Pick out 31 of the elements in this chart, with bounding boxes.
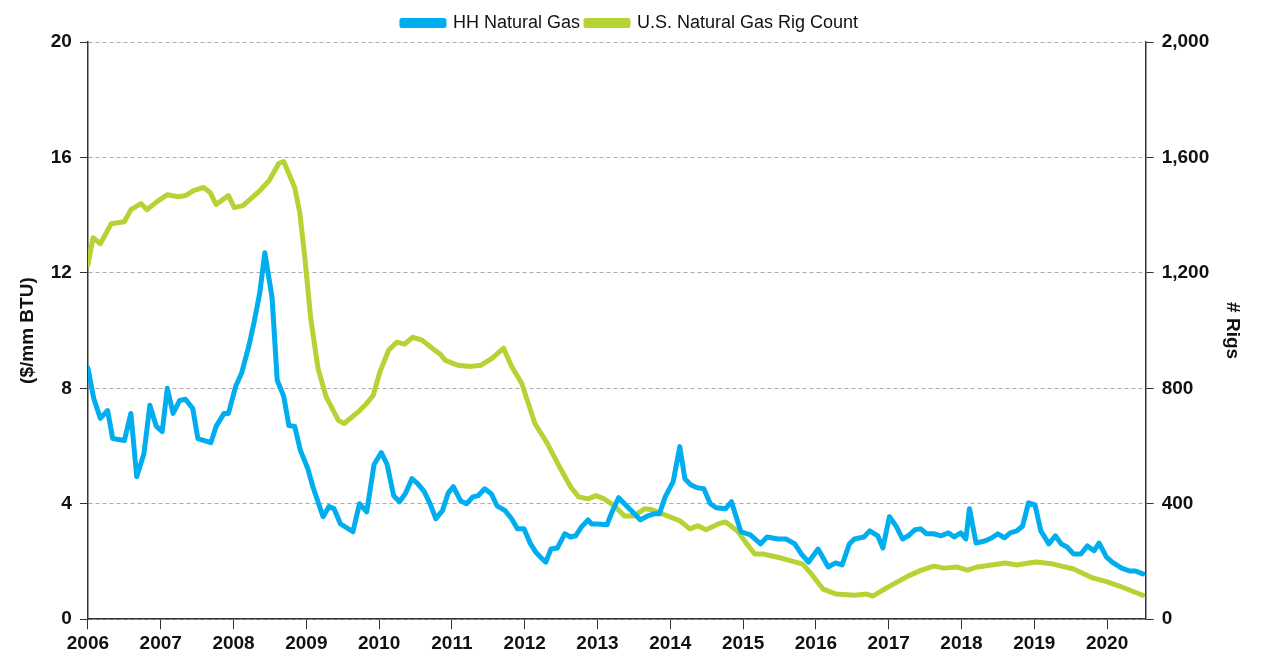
y2-tick-label: 1,200 xyxy=(1161,261,1210,283)
y-tick-label: 16 xyxy=(50,145,72,167)
x-tick-label: 2010 xyxy=(357,631,401,653)
y-tick-label: 20 xyxy=(50,30,72,52)
y2-tick-label: 0 xyxy=(1161,607,1173,629)
x-tick-label: 2015 xyxy=(721,631,765,653)
y2-tick-label: 1,600 xyxy=(1161,145,1210,167)
y-tick-label: 12 xyxy=(50,261,72,283)
y-tick-label: 4 xyxy=(61,491,73,513)
x-tick-label: 2007 xyxy=(139,631,182,653)
x-tick-label: 2018 xyxy=(940,631,983,653)
y2-axis-title: # Rigs xyxy=(1223,302,1245,360)
x-tick-label: 2009 xyxy=(285,631,328,653)
x-tick-label: 2012 xyxy=(503,631,546,653)
y-tick-label: 0 xyxy=(61,607,72,629)
y-tick-label: 8 xyxy=(61,376,72,398)
x-tick-label: 2008 xyxy=(212,631,255,653)
x-tick-label: 2011 xyxy=(431,631,473,653)
y2-tick-label: 800 xyxy=(1161,376,1194,398)
x-tick-label: 2006 xyxy=(66,631,110,653)
y2-tick-label: 400 xyxy=(1161,491,1194,513)
x-tick-label: 2017 xyxy=(867,631,910,653)
y2-tick-label: 2,000 xyxy=(1161,30,1210,52)
x-tick-label: 2020 xyxy=(1085,631,1129,653)
legend-label: U.S. Natural Gas Rig Count xyxy=(636,11,859,32)
x-tick-label: 2013 xyxy=(576,631,619,653)
x-tick-label: 2019 xyxy=(1013,631,1056,653)
legend-label: HH Natural Gas xyxy=(452,11,580,32)
x-tick-label: 2016 xyxy=(794,631,838,653)
y-axis-title: ($/mm BTU) xyxy=(15,277,37,384)
x-tick-label: 2014 xyxy=(649,631,692,653)
